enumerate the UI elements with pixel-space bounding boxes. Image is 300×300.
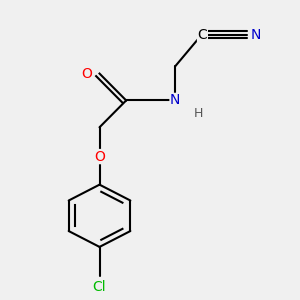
Text: H: H [194, 107, 203, 120]
Text: O: O [94, 150, 105, 164]
Text: Cl: Cl [93, 280, 106, 294]
Text: O: O [82, 67, 92, 81]
Text: C: C [198, 28, 207, 41]
Text: N: N [170, 93, 180, 107]
Text: N: N [251, 28, 261, 41]
